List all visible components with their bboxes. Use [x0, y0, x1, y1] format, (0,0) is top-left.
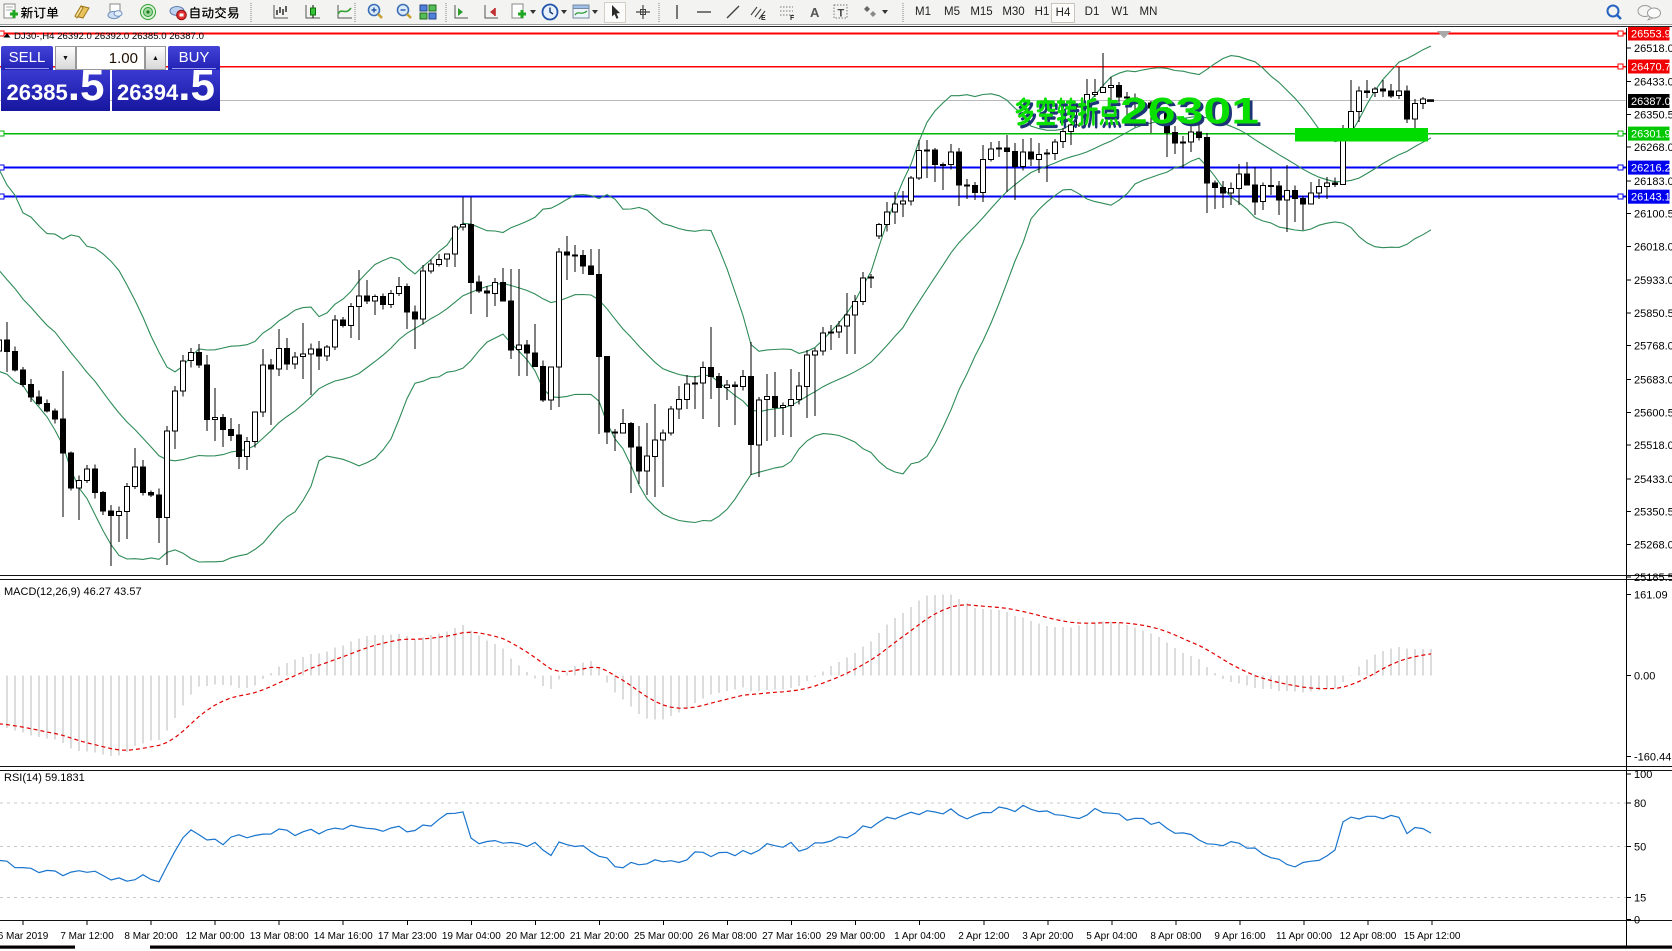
- svg-text:A: A: [810, 5, 820, 20]
- svg-text:17 Mar 23:00: 17 Mar 23:00: [378, 931, 437, 942]
- svg-text:25268.0: 25268.0: [1634, 539, 1672, 551]
- svg-text:12 Apr 08:00: 12 Apr 08:00: [1340, 931, 1397, 942]
- svg-text:F: F: [790, 15, 795, 21]
- svg-text:26518.0: 26518.0: [1634, 43, 1672, 55]
- svg-text:11 Apr 00:00: 11 Apr 00:00: [1276, 931, 1332, 942]
- svg-text:8 Mar 20:00: 8 Mar 20:00: [124, 931, 178, 942]
- svg-text:15: 15: [1634, 893, 1646, 905]
- svg-text:25433.0: 25433.0: [1634, 474, 1672, 486]
- svg-text:26433.0: 26433.0: [1634, 77, 1672, 89]
- svg-text:21 Mar 20:00: 21 Mar 20:00: [570, 931, 629, 942]
- svg-text:2 Apr 12:00: 2 Apr 12:00: [958, 931, 1010, 942]
- svg-text:161.09: 161.09: [1634, 589, 1668, 601]
- svg-text:9 Apr 16:00: 9 Apr 16:00: [1214, 931, 1266, 942]
- svg-text:50: 50: [1634, 842, 1646, 854]
- svg-text:25350.5: 25350.5: [1634, 507, 1672, 519]
- svg-text:26143.1: 26143.1: [1631, 192, 1671, 204]
- svg-text:0: 0: [1634, 914, 1640, 926]
- svg-text:26183.0: 26183.0: [1634, 176, 1672, 188]
- svg-text:15 Apr 12:00: 15 Apr 12:00: [1404, 931, 1461, 942]
- svg-text:80: 80: [1634, 798, 1646, 810]
- svg-text:12 Mar 00:00: 12 Mar 00:00: [186, 931, 245, 942]
- svg-text:25933.0: 25933.0: [1634, 275, 1672, 287]
- svg-text:7 Mar 12:00: 7 Mar 12:00: [60, 931, 114, 942]
- svg-text:26350.5: 26350.5: [1634, 109, 1672, 121]
- svg-text:100: 100: [1634, 769, 1652, 781]
- svg-text:8 Apr 08:00: 8 Apr 08:00: [1150, 931, 1202, 942]
- svg-text:1 Apr 04:00: 1 Apr 04:00: [894, 931, 946, 942]
- svg-text:25600.5: 25600.5: [1634, 407, 1672, 419]
- svg-text:25683.0: 25683.0: [1634, 375, 1672, 387]
- svg-text:RSI(14) 59.1831: RSI(14) 59.1831: [4, 772, 85, 784]
- svg-text:29 Mar 00:00: 29 Mar 00:00: [826, 931, 885, 942]
- svg-text:MACD(12,26,9) 46.27 43.57: MACD(12,26,9) 46.27 43.57: [4, 586, 142, 598]
- svg-text:19 Mar 04:00: 19 Mar 04:00: [442, 931, 501, 942]
- svg-text:DJ30-,H4 26392.0 26392.0 2638: DJ30-,H4 26392.0 26392.0 26385.0 26387.0: [14, 31, 204, 42]
- svg-text:0.00: 0.00: [1634, 670, 1655, 682]
- svg-text:13 Mar 08:00: 13 Mar 08:00: [250, 931, 309, 942]
- svg-text:27 Mar 16:00: 27 Mar 16:00: [762, 931, 821, 942]
- svg-text:26 Mar 08:00: 26 Mar 08:00: [698, 931, 757, 942]
- svg-text:T: T: [838, 8, 845, 20]
- svg-text:26301.9: 26301.9: [1631, 129, 1671, 141]
- svg-text:5 Apr 04:00: 5 Apr 04:00: [1086, 931, 1138, 942]
- svg-text:25518.0: 25518.0: [1634, 440, 1672, 452]
- svg-text:26018.0: 26018.0: [1634, 241, 1672, 253]
- svg-text:E: E: [761, 15, 766, 21]
- svg-text:26301: 26301: [1123, 92, 1262, 134]
- svg-text:14 Mar 16:00: 14 Mar 16:00: [314, 931, 373, 942]
- svg-text:25 Mar 00:00: 25 Mar 00:00: [634, 931, 693, 942]
- svg-text:26100.5: 26100.5: [1634, 209, 1672, 221]
- svg-text:6 Mar 2019: 6 Mar 2019: [0, 931, 49, 942]
- svg-text:26268.0: 26268.0: [1634, 142, 1672, 154]
- svg-text:3 Apr 20:00: 3 Apr 20:00: [1022, 931, 1074, 942]
- svg-text:25768.0: 25768.0: [1634, 341, 1672, 353]
- svg-text:20 Mar 12:00: 20 Mar 12:00: [506, 931, 565, 942]
- svg-text:26470.7: 26470.7: [1631, 62, 1671, 74]
- svg-text:26216.2: 26216.2: [1631, 163, 1671, 175]
- svg-text:-160.44: -160.44: [1634, 751, 1671, 763]
- svg-text:26301: 26301: [1120, 89, 1259, 131]
- svg-text:26387.0: 26387.0: [1631, 96, 1671, 108]
- svg-text:26553.9: 26553.9: [1631, 29, 1671, 41]
- svg-text:25185.5: 25185.5: [1634, 572, 1672, 584]
- svg-text:25850.5: 25850.5: [1634, 308, 1672, 320]
